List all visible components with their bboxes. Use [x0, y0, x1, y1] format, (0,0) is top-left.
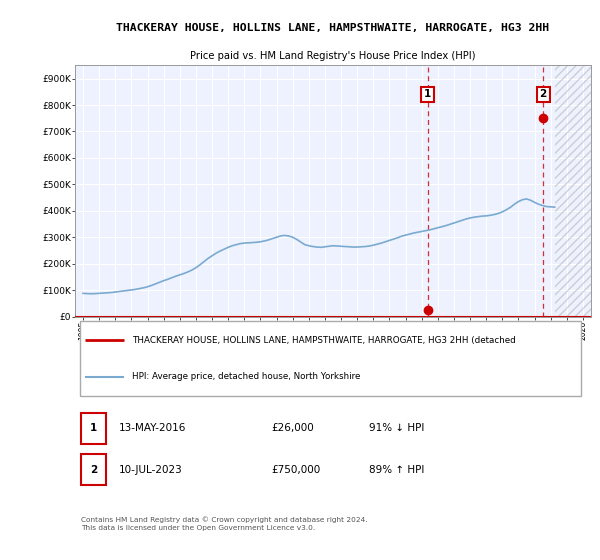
Text: 1: 1 [90, 423, 97, 433]
FancyBboxPatch shape [81, 413, 106, 444]
Text: HPI: Average price, detached house, North Yorkshire: HPI: Average price, detached house, Nort… [132, 372, 360, 381]
FancyBboxPatch shape [80, 321, 581, 396]
Text: £26,000: £26,000 [271, 423, 314, 433]
FancyBboxPatch shape [81, 454, 106, 485]
Text: Price paid vs. HM Land Registry's House Price Index (HPI): Price paid vs. HM Land Registry's House … [190, 51, 476, 61]
Text: 2: 2 [539, 90, 547, 100]
Text: £750,000: £750,000 [271, 465, 320, 475]
Text: 13-MAY-2016: 13-MAY-2016 [119, 423, 186, 433]
Text: 91% ↓ HPI: 91% ↓ HPI [369, 423, 424, 433]
Bar [555, 66, 591, 316]
Text: 10-JUL-2023: 10-JUL-2023 [119, 465, 182, 475]
Text: THACKERAY HOUSE, HOLLINS LANE, HAMPSTHWAITE, HARROGATE, HG3 2HH: THACKERAY HOUSE, HOLLINS LANE, HAMPSTHWA… [116, 24, 550, 34]
Text: 1: 1 [424, 90, 431, 100]
Text: THACKERAY HOUSE, HOLLINS LANE, HAMPSTHWAITE, HARROGATE, HG3 2HH (detached: THACKERAY HOUSE, HOLLINS LANE, HAMPSTHWA… [132, 335, 515, 344]
Text: 89% ↑ HPI: 89% ↑ HPI [369, 465, 424, 475]
Text: Contains HM Land Registry data © Crown copyright and database right 2024.
This d: Contains HM Land Registry data © Crown c… [81, 516, 368, 531]
Text: 2: 2 [90, 465, 97, 475]
